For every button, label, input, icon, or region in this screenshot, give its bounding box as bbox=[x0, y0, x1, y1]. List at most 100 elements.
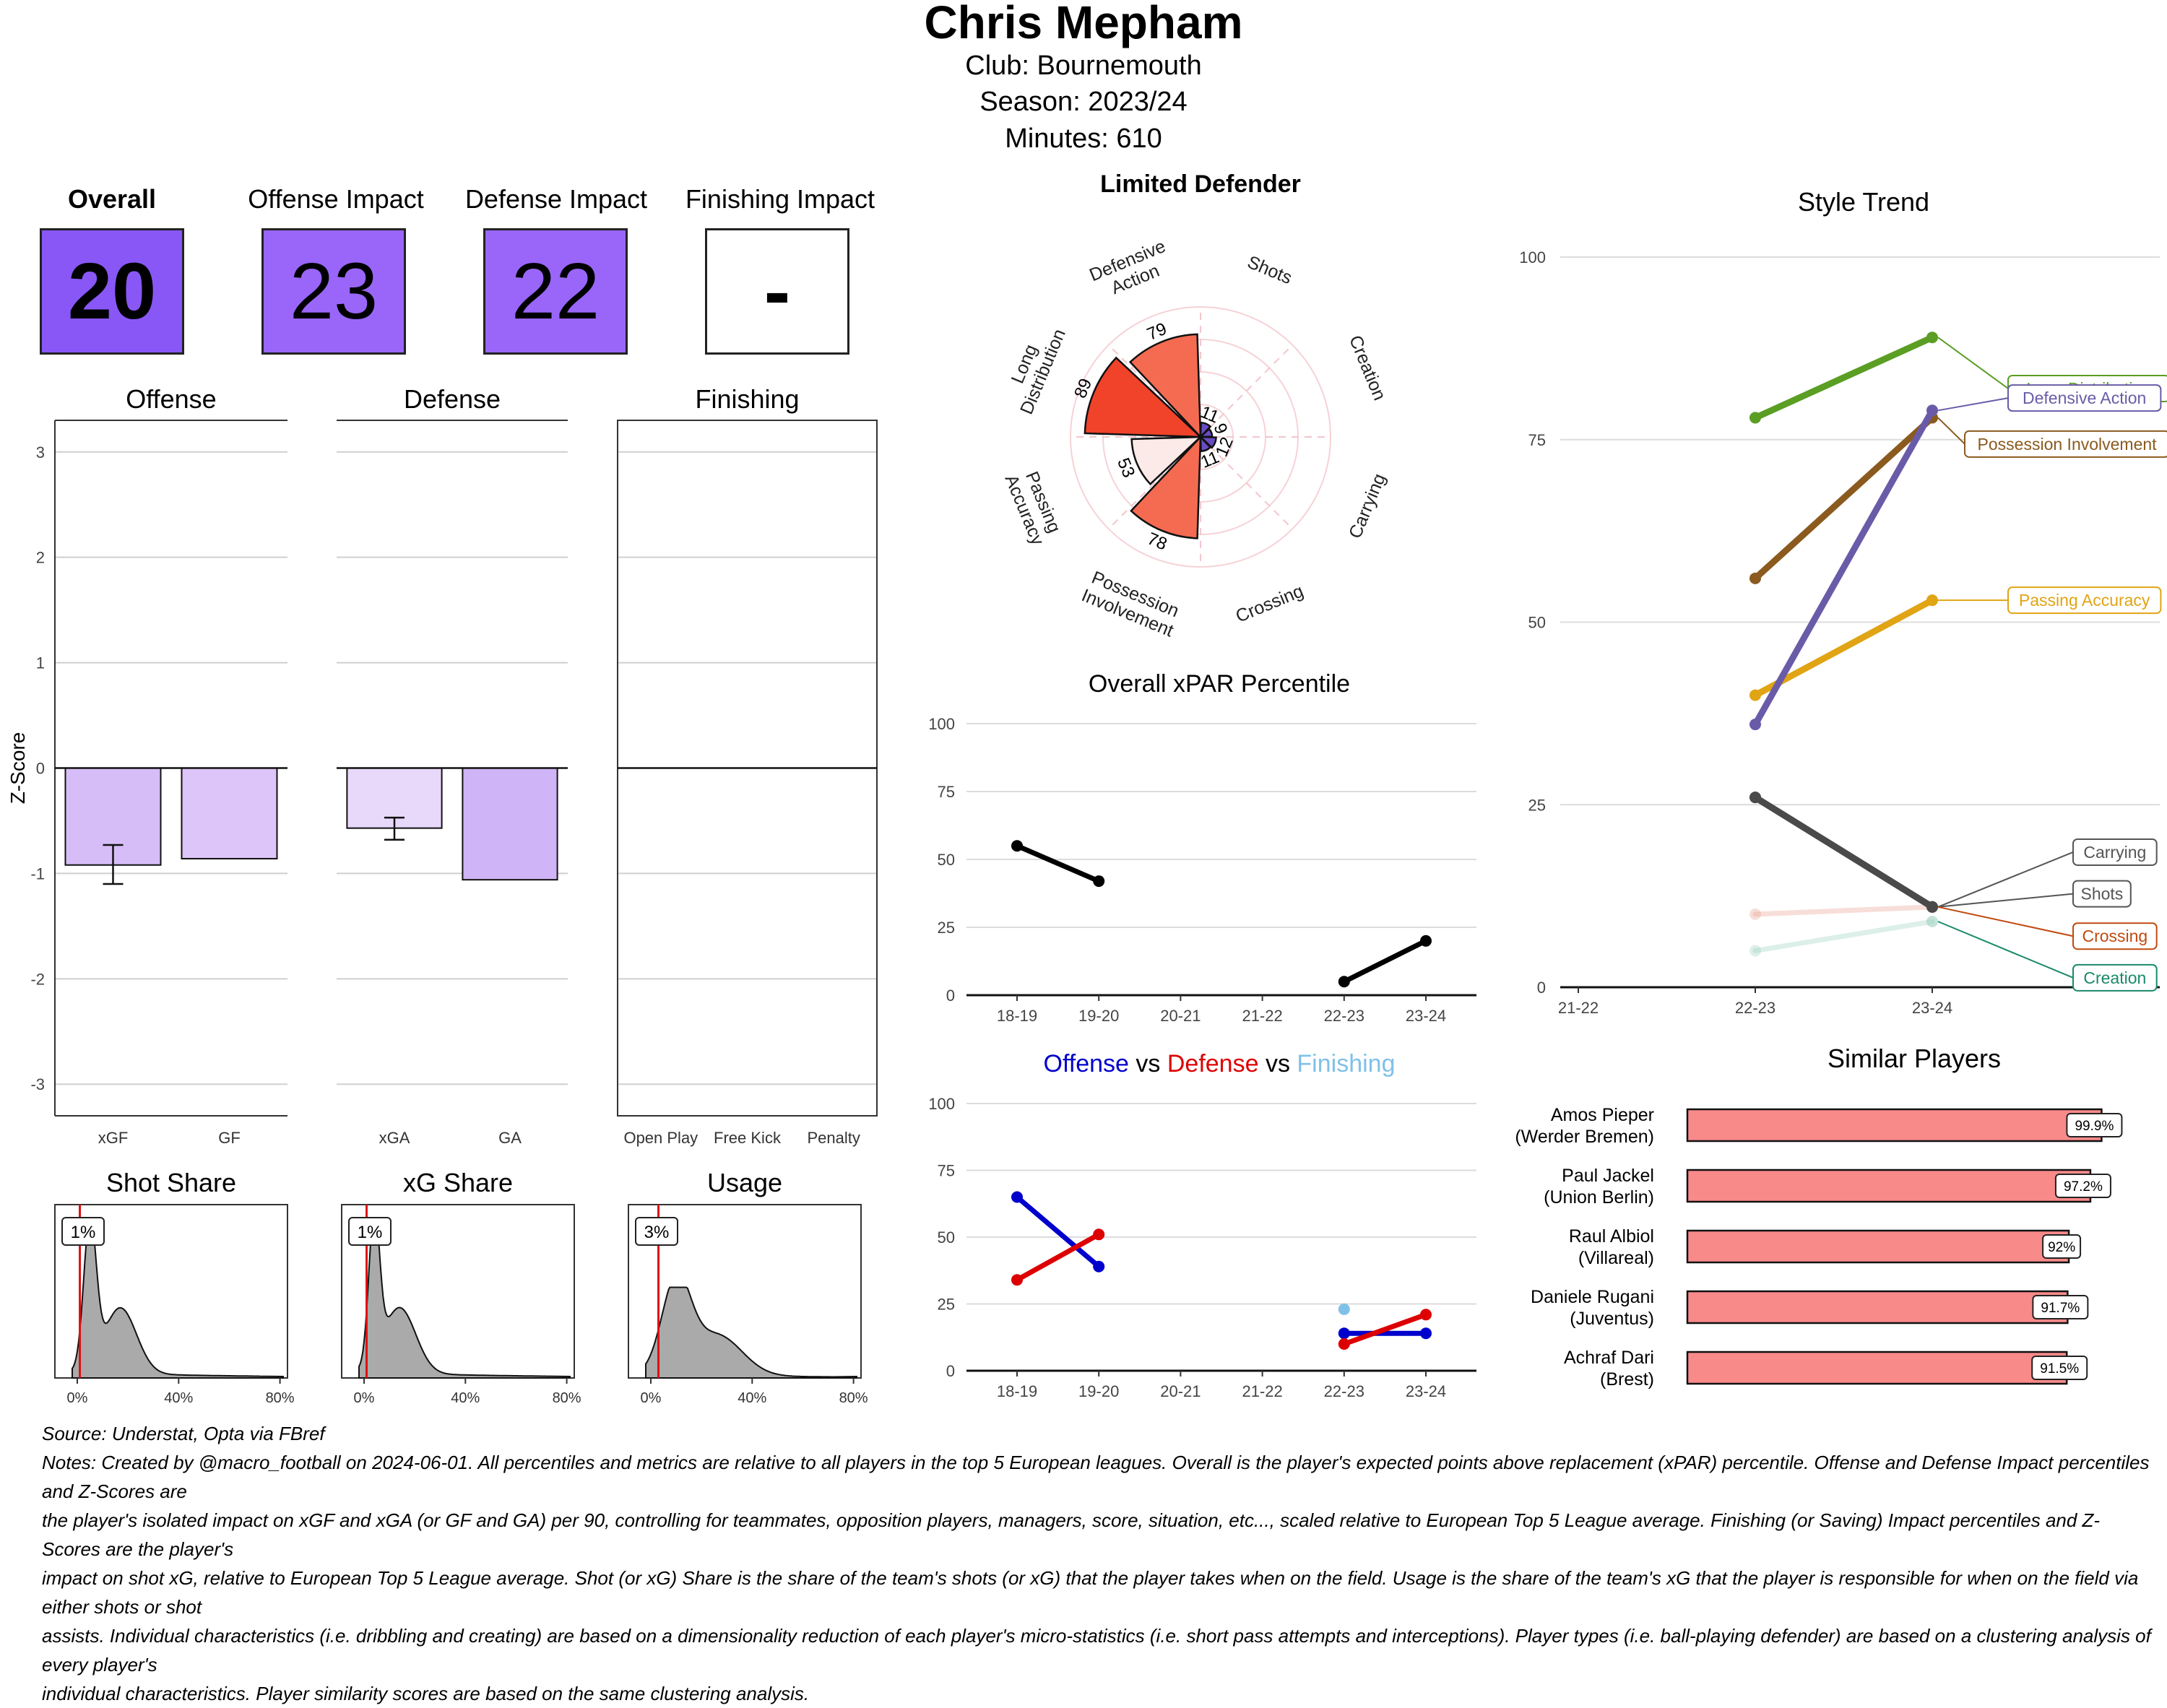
x-tick-label: 19-20 bbox=[1078, 1007, 1119, 1025]
series-point bbox=[1926, 331, 1938, 344]
y-tick-label: 100 bbox=[928, 1095, 955, 1113]
x-tick-label: 22-23 bbox=[1324, 1007, 1364, 1025]
x-tick-label: 21-22 bbox=[1242, 1382, 1282, 1400]
y-axis-label: Z-Score bbox=[7, 732, 29, 805]
chart-title: Style Trend bbox=[1798, 187, 1929, 217]
season-line: Season: 2023/24 bbox=[979, 87, 1188, 117]
series-line bbox=[1752, 407, 1936, 728]
y-tick-label: 100 bbox=[1519, 248, 1546, 266]
label-leader bbox=[1937, 851, 2074, 908]
panel-title: Defense bbox=[404, 384, 501, 414]
y-tick-label: 100 bbox=[928, 715, 955, 733]
similarity-bar bbox=[1686, 1229, 2070, 1264]
y-tick-label: 75 bbox=[1528, 431, 1546, 449]
radar-spoke bbox=[1200, 344, 1293, 438]
density-charts: Shot Share 1% 0% 40% 80% xG Share 1% 0% 40% 80% Us… bbox=[54, 1168, 868, 1406]
y-tick-label: -3 bbox=[30, 1075, 45, 1093]
y-tick-label: 50 bbox=[938, 1228, 955, 1247]
note-line: impact on shot xG, relative to European … bbox=[42, 1567, 2139, 1618]
y-tick-label: 25 bbox=[938, 919, 955, 937]
series-line bbox=[1752, 597, 1936, 699]
series-line bbox=[1752, 334, 1936, 421]
player-name: Daniele Rugani bbox=[1531, 1287, 1654, 1307]
bar bbox=[181, 767, 278, 859]
value-label: 97.2% bbox=[2064, 1179, 2103, 1195]
chart-title: Offense vs Defense vs Finishing bbox=[1044, 1050, 1396, 1078]
value-label-box bbox=[2054, 1174, 2111, 1198]
radar-wedge bbox=[1130, 435, 1203, 486]
minutes-line: Minutes: 610 bbox=[1005, 123, 1162, 154]
title-part: Offense bbox=[1044, 1050, 1129, 1078]
radar-axis-label: Crossing bbox=[1233, 581, 1307, 627]
series-label: Shots bbox=[2080, 885, 2123, 903]
series-point bbox=[1420, 935, 1432, 947]
player-club: (Brest) bbox=[1600, 1369, 1654, 1390]
x-tick-label: 80% bbox=[839, 1390, 868, 1406]
kpi-finishing-value: - bbox=[705, 228, 849, 355]
y-tick-label: 0 bbox=[36, 760, 45, 778]
player-name: Achraf Dari bbox=[1564, 1348, 1654, 1368]
series-label: Possession Involvement bbox=[1978, 435, 2158, 454]
series-point bbox=[1093, 1260, 1105, 1273]
series-line bbox=[1014, 1195, 1102, 1270]
series-label: Carrying bbox=[2083, 843, 2146, 862]
value-label-box bbox=[2032, 1295, 2089, 1319]
value-label: 91.5% bbox=[2040, 1361, 2079, 1377]
series-line bbox=[1752, 919, 1935, 953]
x-tick-label: GF bbox=[218, 1129, 241, 1147]
radar-ring bbox=[1070, 306, 1331, 568]
marker-label: 3% bbox=[644, 1223, 670, 1242]
marker-label-box bbox=[635, 1217, 678, 1246]
series-point bbox=[1926, 404, 1938, 417]
density-title: Usage bbox=[707, 1168, 782, 1197]
series-point bbox=[1338, 976, 1350, 988]
label-leader bbox=[1937, 397, 2009, 412]
player-name: Chris Mepham bbox=[924, 0, 1243, 48]
y-tick-label: 25 bbox=[1528, 796, 1546, 814]
y-tick-label: 3 bbox=[36, 443, 45, 461]
player-name: Amos Pieper bbox=[1551, 1105, 1654, 1125]
kpi-defense-value: 22 bbox=[483, 228, 628, 355]
series-point bbox=[1926, 901, 1938, 913]
radar-spoke bbox=[1108, 344, 1201, 438]
series-label-box bbox=[1964, 430, 2167, 458]
series-label-box bbox=[2072, 922, 2158, 950]
density-area bbox=[645, 1286, 857, 1379]
marker-label-box bbox=[61, 1217, 105, 1246]
title-part: vs bbox=[1129, 1050, 1160, 1078]
x-tick-label: 80% bbox=[266, 1390, 295, 1406]
series-point bbox=[1338, 1338, 1350, 1350]
title-part: Finishing bbox=[1290, 1050, 1396, 1078]
y-tick-label: -2 bbox=[30, 970, 45, 988]
density-area bbox=[72, 1231, 284, 1379]
panel-title: Finishing bbox=[695, 384, 799, 414]
series-label-box bbox=[2072, 880, 2132, 908]
marker-label: 1% bbox=[71, 1223, 96, 1242]
series-label-box bbox=[2007, 586, 2162, 615]
panel-title: Offense bbox=[126, 384, 216, 414]
label-leader bbox=[1937, 893, 2074, 908]
value-label: 99.9% bbox=[2075, 1119, 2114, 1134]
radar-spoke bbox=[1200, 436, 1293, 529]
series-point bbox=[1749, 908, 1761, 920]
marker-label-box bbox=[348, 1217, 392, 1246]
value-label-box bbox=[2031, 1356, 2088, 1380]
value-label-box bbox=[2066, 1113, 2123, 1137]
x-tick-label: xGF bbox=[98, 1129, 129, 1147]
kpi-offense-value: 23 bbox=[261, 228, 406, 355]
footer-notes: Source: Understat, Opta via FBref Notes:… bbox=[42, 1419, 2151, 1708]
x-tick-label: 18-19 bbox=[997, 1007, 1037, 1025]
series-point bbox=[1093, 875, 1105, 888]
similarity-bar bbox=[1686, 1169, 2092, 1203]
similarity-bar bbox=[1686, 1351, 2068, 1385]
kpi-overall-label: Overall bbox=[67, 184, 157, 214]
radar-title: Limited Defender bbox=[1100, 170, 1301, 198]
x-tick-label: 0% bbox=[641, 1390, 662, 1406]
radar-axis-label: Shots bbox=[1245, 252, 1295, 288]
similar-players-chart: Similar Players Amos Pieper(Werder Bremen… bbox=[1515, 1044, 2123, 1390]
y-tick-label: 2 bbox=[36, 549, 45, 567]
x-tick-label: 80% bbox=[553, 1390, 581, 1406]
series-point bbox=[1338, 1327, 1350, 1340]
series-line bbox=[1752, 414, 1936, 582]
radar-wedge bbox=[1198, 435, 1217, 449]
